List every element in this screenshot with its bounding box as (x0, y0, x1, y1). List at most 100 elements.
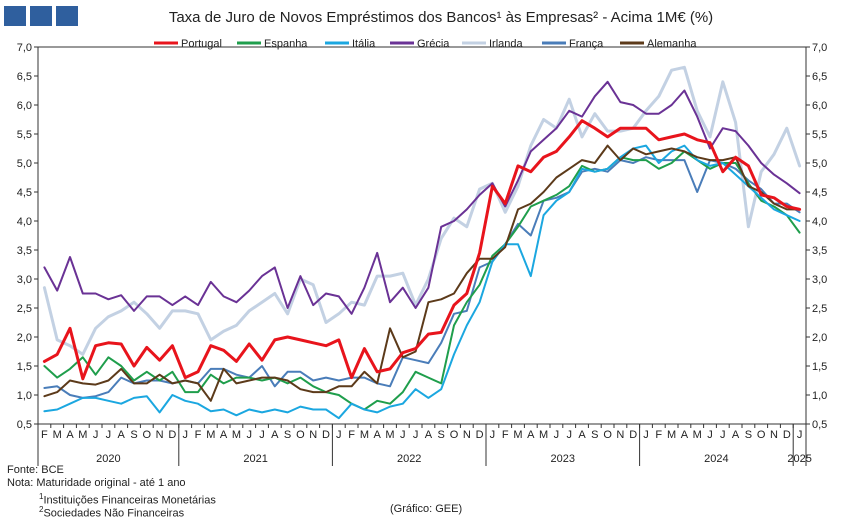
x-year-label: 2020 (96, 453, 120, 465)
y-tick-label-left: 5,5 (17, 129, 32, 141)
x-month-label: S (438, 429, 445, 441)
x-month-label: J (413, 429, 419, 441)
x-month-label: S (745, 429, 752, 441)
x-year-label: 2022 (397, 453, 421, 465)
legend-item-irlanda: Irlanda (462, 38, 524, 50)
y-tick-label-left: 7,0 (17, 42, 32, 54)
x-year-label: 2021 (243, 453, 267, 465)
x-month-label: J (566, 429, 572, 441)
y-tick-label-left: 5,0 (17, 158, 32, 170)
legend-label: Espanha (264, 38, 308, 50)
x-month-label: N (156, 429, 164, 441)
legend-label: França (569, 38, 604, 50)
x-month-label: M (53, 429, 62, 441)
y-tick-label-left: 6,5 (17, 71, 32, 83)
x-month-label: A (732, 429, 740, 441)
legend-item-portugal: Portugal (154, 38, 222, 50)
y-tick-label-right: 2,0 (812, 332, 827, 344)
y-tick-label-right: 3,0 (812, 274, 827, 286)
footnote-2: 2Sociedades Não Financeiras (39, 503, 184, 521)
footnote-2-marker: 2 (39, 505, 44, 514)
x-month-label: A (220, 429, 228, 441)
x-month-label: F (502, 429, 509, 441)
x-month-label: J (336, 429, 342, 441)
y-tick-label-right: 5,0 (812, 158, 827, 170)
x-month-label: F (41, 429, 48, 441)
x-month-label: D (322, 429, 330, 441)
chart-lines (42, 65, 802, 420)
logo-block-2 (30, 6, 52, 26)
legend-item-espanha: Espanha (237, 38, 308, 50)
series-line-espanha (43, 150, 801, 411)
legend-label: Alemanha (647, 38, 697, 50)
y-tick-label-right: 4,5 (812, 187, 827, 199)
gee-logo (4, 6, 78, 26)
legend-label: Itália (352, 38, 376, 50)
x-month-label: S (284, 429, 291, 441)
x-month-label: N (616, 429, 624, 441)
x-month-label: O (757, 429, 766, 441)
x-month-label: J (554, 429, 560, 441)
y-tick-label-left: 0,5 (17, 419, 32, 431)
x-month-label: D (476, 429, 484, 441)
x-month-label: A (425, 429, 433, 441)
x-month-label: A (118, 429, 126, 441)
legend-label: Irlanda (489, 38, 524, 50)
x-month-label: O (450, 429, 459, 441)
x-month-label: J (182, 429, 188, 441)
footnote-1: 1Instituições Financeiras Monetárias (39, 490, 216, 508)
x-month-label: N (309, 429, 317, 441)
series-line-itália (43, 144, 801, 420)
x-month-label: O (143, 429, 152, 441)
series-line-frança (43, 156, 801, 399)
x-month-label: A (578, 429, 586, 441)
x-month-label: J (720, 429, 726, 441)
x-month-label: M (513, 429, 522, 441)
logo-block-1 (4, 6, 26, 26)
interest-rate-chart: Taxa de Juro de Novos Empréstimos dos Ba… (17, 9, 827, 466)
y-tick-label-left: 2,5 (17, 303, 32, 315)
footnote-1-text: Instituições Financeiras Monetárias (43, 494, 216, 507)
y-tick-label-left: 6,0 (17, 100, 32, 112)
y-tick-label-left: 1,5 (17, 361, 32, 373)
y-tick-label-left: 1,0 (17, 390, 32, 402)
y-tick-label-right: 7,0 (812, 42, 827, 54)
y-tick-label-right: 1,5 (812, 361, 827, 373)
x-month-label: S (130, 429, 137, 441)
x-month-label: M (667, 429, 676, 441)
y-tick-label-right: 6,5 (812, 71, 827, 83)
x-year-label: 2025 (787, 453, 811, 465)
series-line-portugal (42, 119, 802, 381)
series-line-grécia (43, 80, 801, 315)
y-tick-label-right: 1,0 (812, 390, 827, 402)
x-month-label: M (78, 429, 87, 441)
y-tick-label-left: 4,0 (17, 216, 32, 228)
y-tick-label-right: 0,5 (812, 419, 827, 431)
x-month-label: F (655, 429, 662, 441)
x-year-label: 2023 (551, 453, 575, 465)
x-month-label: A (271, 429, 279, 441)
chart-axes: 7,0 7,0 6,5 6,5 6,0 6,0 5,5 5,5 5,0 5,0 4,5 4,5 4,0 4… (17, 42, 827, 466)
y-tick-label-left: 4,5 (17, 187, 32, 199)
series-line-alemanha (43, 144, 801, 402)
x-month-label: D (629, 429, 637, 441)
x-month-label: A (374, 429, 382, 441)
footnote-2-text: Sociedades Não Financeiras (43, 507, 185, 520)
x-month-label: J (259, 429, 265, 441)
x-month-label: D (168, 429, 176, 441)
chart-title: Taxa de Juro de Novos Empréstimos dos Ba… (169, 9, 713, 26)
legend-item-frança: França (542, 38, 604, 50)
x-month-label: S (591, 429, 598, 441)
x-month-label: J (106, 429, 112, 441)
legend-label: Grécia (417, 38, 450, 50)
chart-legend: Portugal Espanha Itália Grécia Irlanda França… (154, 38, 697, 50)
x-month-label: A (66, 429, 74, 441)
footnote-1-marker: 1 (39, 492, 44, 501)
y-tick-label-right: 3,5 (812, 245, 827, 257)
y-tick-label-right: 6,0 (812, 100, 827, 112)
x-month-label: M (206, 429, 215, 441)
x-month-label: J (490, 429, 496, 441)
x-month-label: M (693, 429, 702, 441)
x-month-label: N (463, 429, 471, 441)
source-note: Fonte: BCE (7, 464, 64, 476)
